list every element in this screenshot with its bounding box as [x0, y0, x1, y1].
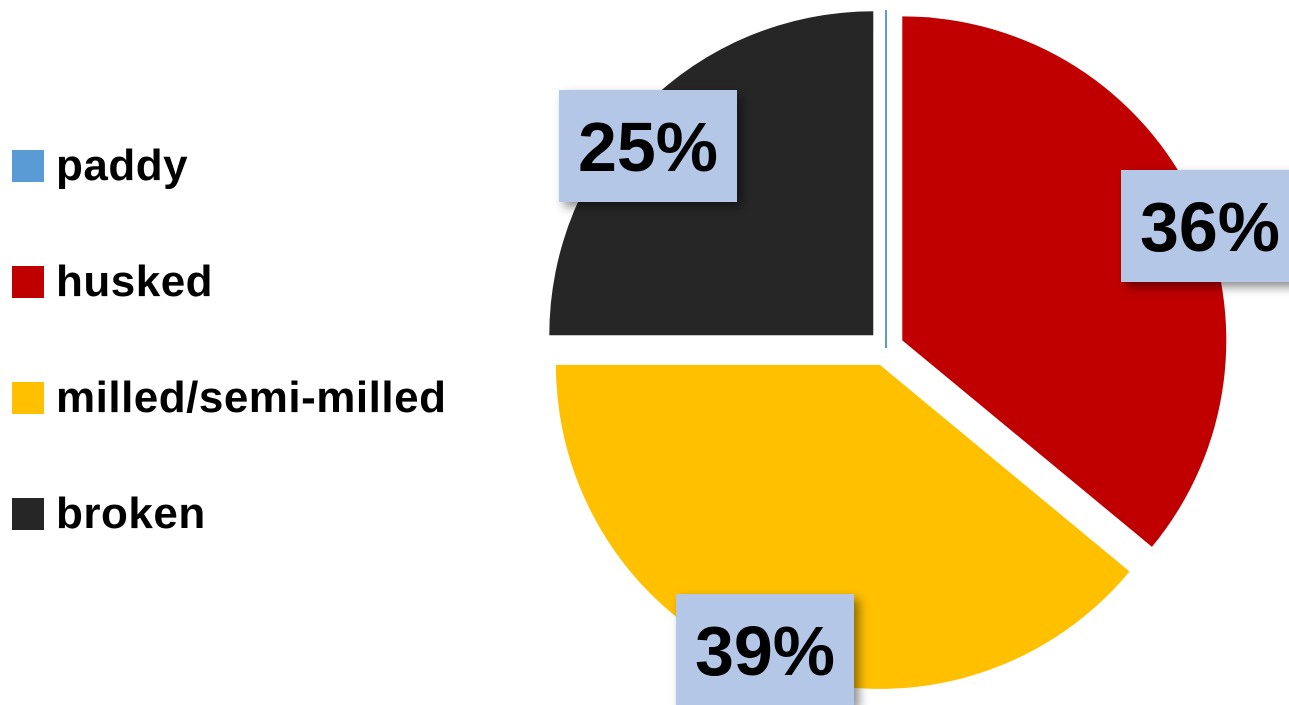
data-label-box-husked	[1121, 170, 1289, 282]
legend-label-broken: broken	[56, 489, 206, 538]
pie-slice-husked	[902, 16, 1227, 547]
data-label-box-milled-semi-milled	[676, 594, 854, 705]
data-label-husked: 36%	[1121, 170, 1289, 282]
legend-swatch-milled	[12, 382, 44, 414]
legend-item-paddy: paddy	[12, 108, 532, 224]
legend-swatch-paddy	[12, 150, 44, 182]
legend-swatch-broken	[12, 498, 44, 530]
data-label-text-broken: 25%	[578, 108, 718, 186]
data-label-broken: 25%	[559, 90, 737, 202]
legend-swatch-husked	[12, 266, 44, 298]
legend-label-husked: husked	[56, 257, 214, 306]
legend-label-milled: milled/semi-milled	[56, 373, 447, 422]
data-label-text-milled-semi-milled: 39%	[695, 612, 835, 690]
legend-item-broken: broken	[12, 456, 532, 572]
legend-label-paddy: paddy	[56, 141, 189, 190]
data-label-milled-semi-milled: 39%	[676, 594, 854, 705]
data-label-box-broken	[559, 90, 737, 202]
legend-item-husked: husked	[12, 224, 532, 340]
legend: paddy husked milled/semi-milled broken	[12, 108, 532, 572]
legend-item-milled: milled/semi-milled	[12, 340, 532, 456]
data-label-text-husked: 36%	[1140, 188, 1280, 266]
